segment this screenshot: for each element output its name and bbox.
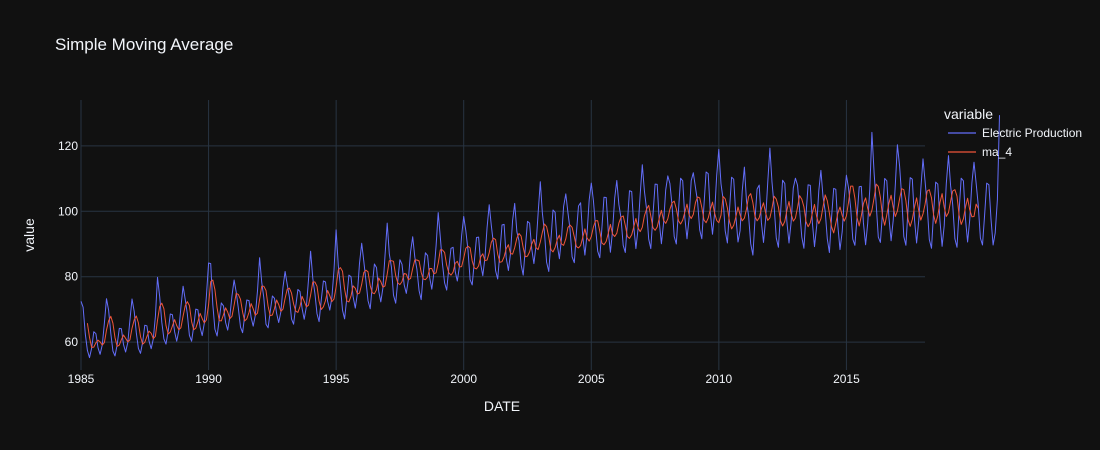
x-axis-title: DATE [484, 398, 520, 414]
legend-item-ma-4[interactable]: ma_4 [948, 145, 1012, 159]
legend: variable Electric Production ma_4 [944, 106, 1082, 159]
x-tick-label: 2010 [705, 372, 732, 386]
series-line-ma-4[interactable] [86, 183, 979, 348]
x-tick-label: 2005 [578, 372, 605, 386]
x-axis-ticks: 1985 1990 1995 2000 2005 2010 2015 [68, 372, 860, 386]
y-tick-label: 120 [58, 139, 78, 153]
y-tick-label: 80 [65, 270, 79, 284]
x-tick-label: 2015 [833, 372, 860, 386]
legend-label-electric-production: Electric Production [982, 126, 1082, 140]
y-axis-ticks: 60 80 100 120 [58, 139, 78, 349]
x-tick-label: 1995 [323, 372, 350, 386]
series-line-electric-production[interactable] [80, 115, 1000, 359]
chart-title: Simple Moving Average [55, 35, 233, 54]
legend-title: variable [944, 106, 993, 122]
x-tick-label: 1985 [68, 372, 95, 386]
y-tick-label: 100 [58, 204, 78, 218]
plot-area [80, 115, 1000, 359]
x-tick-label: 1990 [195, 372, 222, 386]
y-tick-label: 60 [65, 335, 79, 349]
legend-label-ma-4: ma_4 [982, 145, 1012, 159]
y-axis-title: value [21, 218, 37, 252]
x-tick-label: 2000 [450, 372, 477, 386]
legend-item-electric-production[interactable]: Electric Production [948, 126, 1082, 140]
